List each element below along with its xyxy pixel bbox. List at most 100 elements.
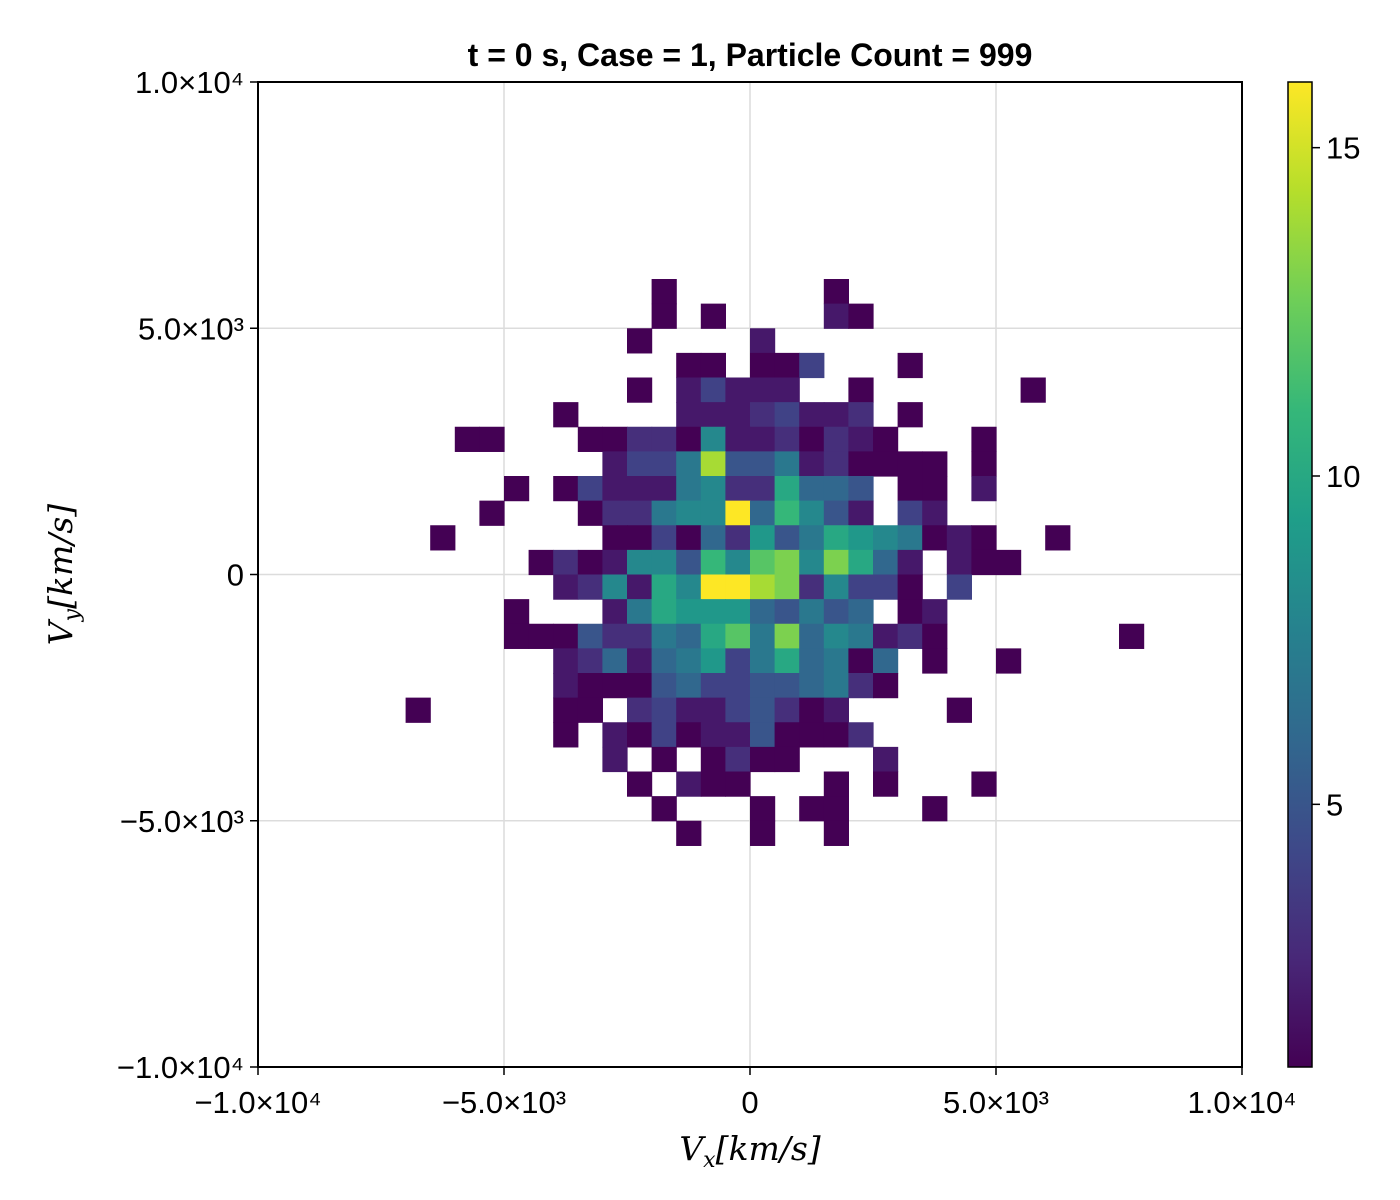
heatmap-cell [676,352,702,379]
heatmap-cell [725,722,751,748]
y-tick-label: 0 [227,558,244,593]
heatmap-cell [750,746,776,773]
heatmap-cell [799,796,825,822]
heatmap-cell [971,476,997,502]
x-axis-label: Vx[km/s] [679,1129,820,1173]
heatmap-cell [725,426,751,452]
heatmap-cell [823,673,849,699]
heatmap-cell [897,599,923,625]
heatmap-cell [799,722,825,748]
heatmap-cell [823,697,849,723]
heatmap-cell [676,549,702,576]
x-tick-label: 5.0×10³ [943,1085,1049,1120]
heatmap-cell [774,599,800,625]
heatmap-cell [848,623,874,649]
heatmap-cell [750,352,776,379]
y-tick-label: 5.0×10³ [138,311,244,346]
heatmap-cell [676,476,702,502]
heatmap-cell [479,500,505,526]
heatmap-cell [700,352,726,379]
heatmap-cell [774,352,800,379]
heatmap-cell [774,549,800,576]
heatmap-cell [823,796,849,822]
heatmap-cell [750,377,776,403]
heatmap-cell [651,599,677,625]
heatmap-cell [873,426,899,452]
heatmap-cell [922,451,948,477]
heatmap-cell [651,451,677,477]
heatmap-cell [823,402,849,428]
heatmap-cell [922,476,948,502]
heatmap-cell [799,402,825,428]
heatmap-cell [700,549,726,576]
heatmap-cell [627,673,653,699]
heatmap-cell [971,451,997,477]
heatmap-cell [922,648,948,674]
heatmap-cell [873,525,899,551]
x-tick-label: −1.0×10⁴ [194,1085,321,1120]
heatmap-cell [651,722,677,748]
heatmap-cell [651,476,677,502]
heatmap-cell [799,426,825,452]
heatmap-cell [750,599,776,625]
heatmap-cell [602,426,628,452]
heatmap-cell [651,697,677,723]
heatmap-cell [627,525,653,551]
heatmap-cell [971,549,997,576]
heatmap-cell [750,673,776,699]
heatmap-cell [651,525,677,551]
heatmap-cell [725,574,751,600]
heatmap-cell [627,451,653,477]
heatmap-cell [823,426,849,452]
heatmap-cell [774,402,800,428]
colorbar-ticks: 5 10 15 [1312,131,1360,822]
colorbar-tick-label: 15 [1326,131,1360,166]
heatmap-cell [577,476,603,502]
heatmap-cell [750,500,776,526]
heatmap-cell [725,623,751,649]
heatmap-cell [725,377,751,403]
heatmap-cell [946,549,972,576]
heatmap-cell [651,574,677,600]
heatmap-cell [700,476,726,502]
heatmap-cell [1119,623,1145,649]
heatmap-cell [651,796,677,822]
heatmap-cell [577,574,603,600]
heatmap-cell [848,673,874,699]
heatmap-cell [602,722,628,748]
heatmap-cell [651,426,677,452]
heatmap-cell [602,525,628,551]
heatmap-cell [848,599,874,625]
heatmap-cell [651,623,677,649]
heatmap-cell [750,476,776,502]
heatmap-cell [897,352,923,379]
heatmap-cell [774,525,800,551]
heatmap-cell [602,476,628,502]
heatmap-cell [602,623,628,649]
heatmap-cell [774,746,800,773]
heatmap-cell [676,673,702,699]
heatmap-cell [700,402,726,428]
y-tick-label: −5.0×10³ [120,804,244,839]
heatmap-cell [725,746,751,773]
heatmap-cell [676,697,702,723]
heatmap-cell [553,673,579,699]
heatmap-cell [479,426,505,452]
heatmap-cell [897,402,923,428]
heatmap-cell [676,525,702,551]
heatmap-cell [823,525,849,551]
heatmap-cell [873,771,899,797]
heatmap-cell [577,500,603,526]
heatmap-cell [627,648,653,674]
heatmap-cell [750,820,776,846]
heatmap-cell [897,500,923,526]
y-tick-label: 1.0×10⁴ [135,65,244,100]
heatmap-cell [774,648,800,674]
heatmap-cell [799,500,825,526]
heatmap-cell [700,697,726,723]
heatmap-cell [774,500,800,526]
heatmap-cells [405,279,1145,846]
heatmap-cell [774,722,800,748]
heatmap-cell [553,574,579,600]
heatmap-cell [848,648,874,674]
